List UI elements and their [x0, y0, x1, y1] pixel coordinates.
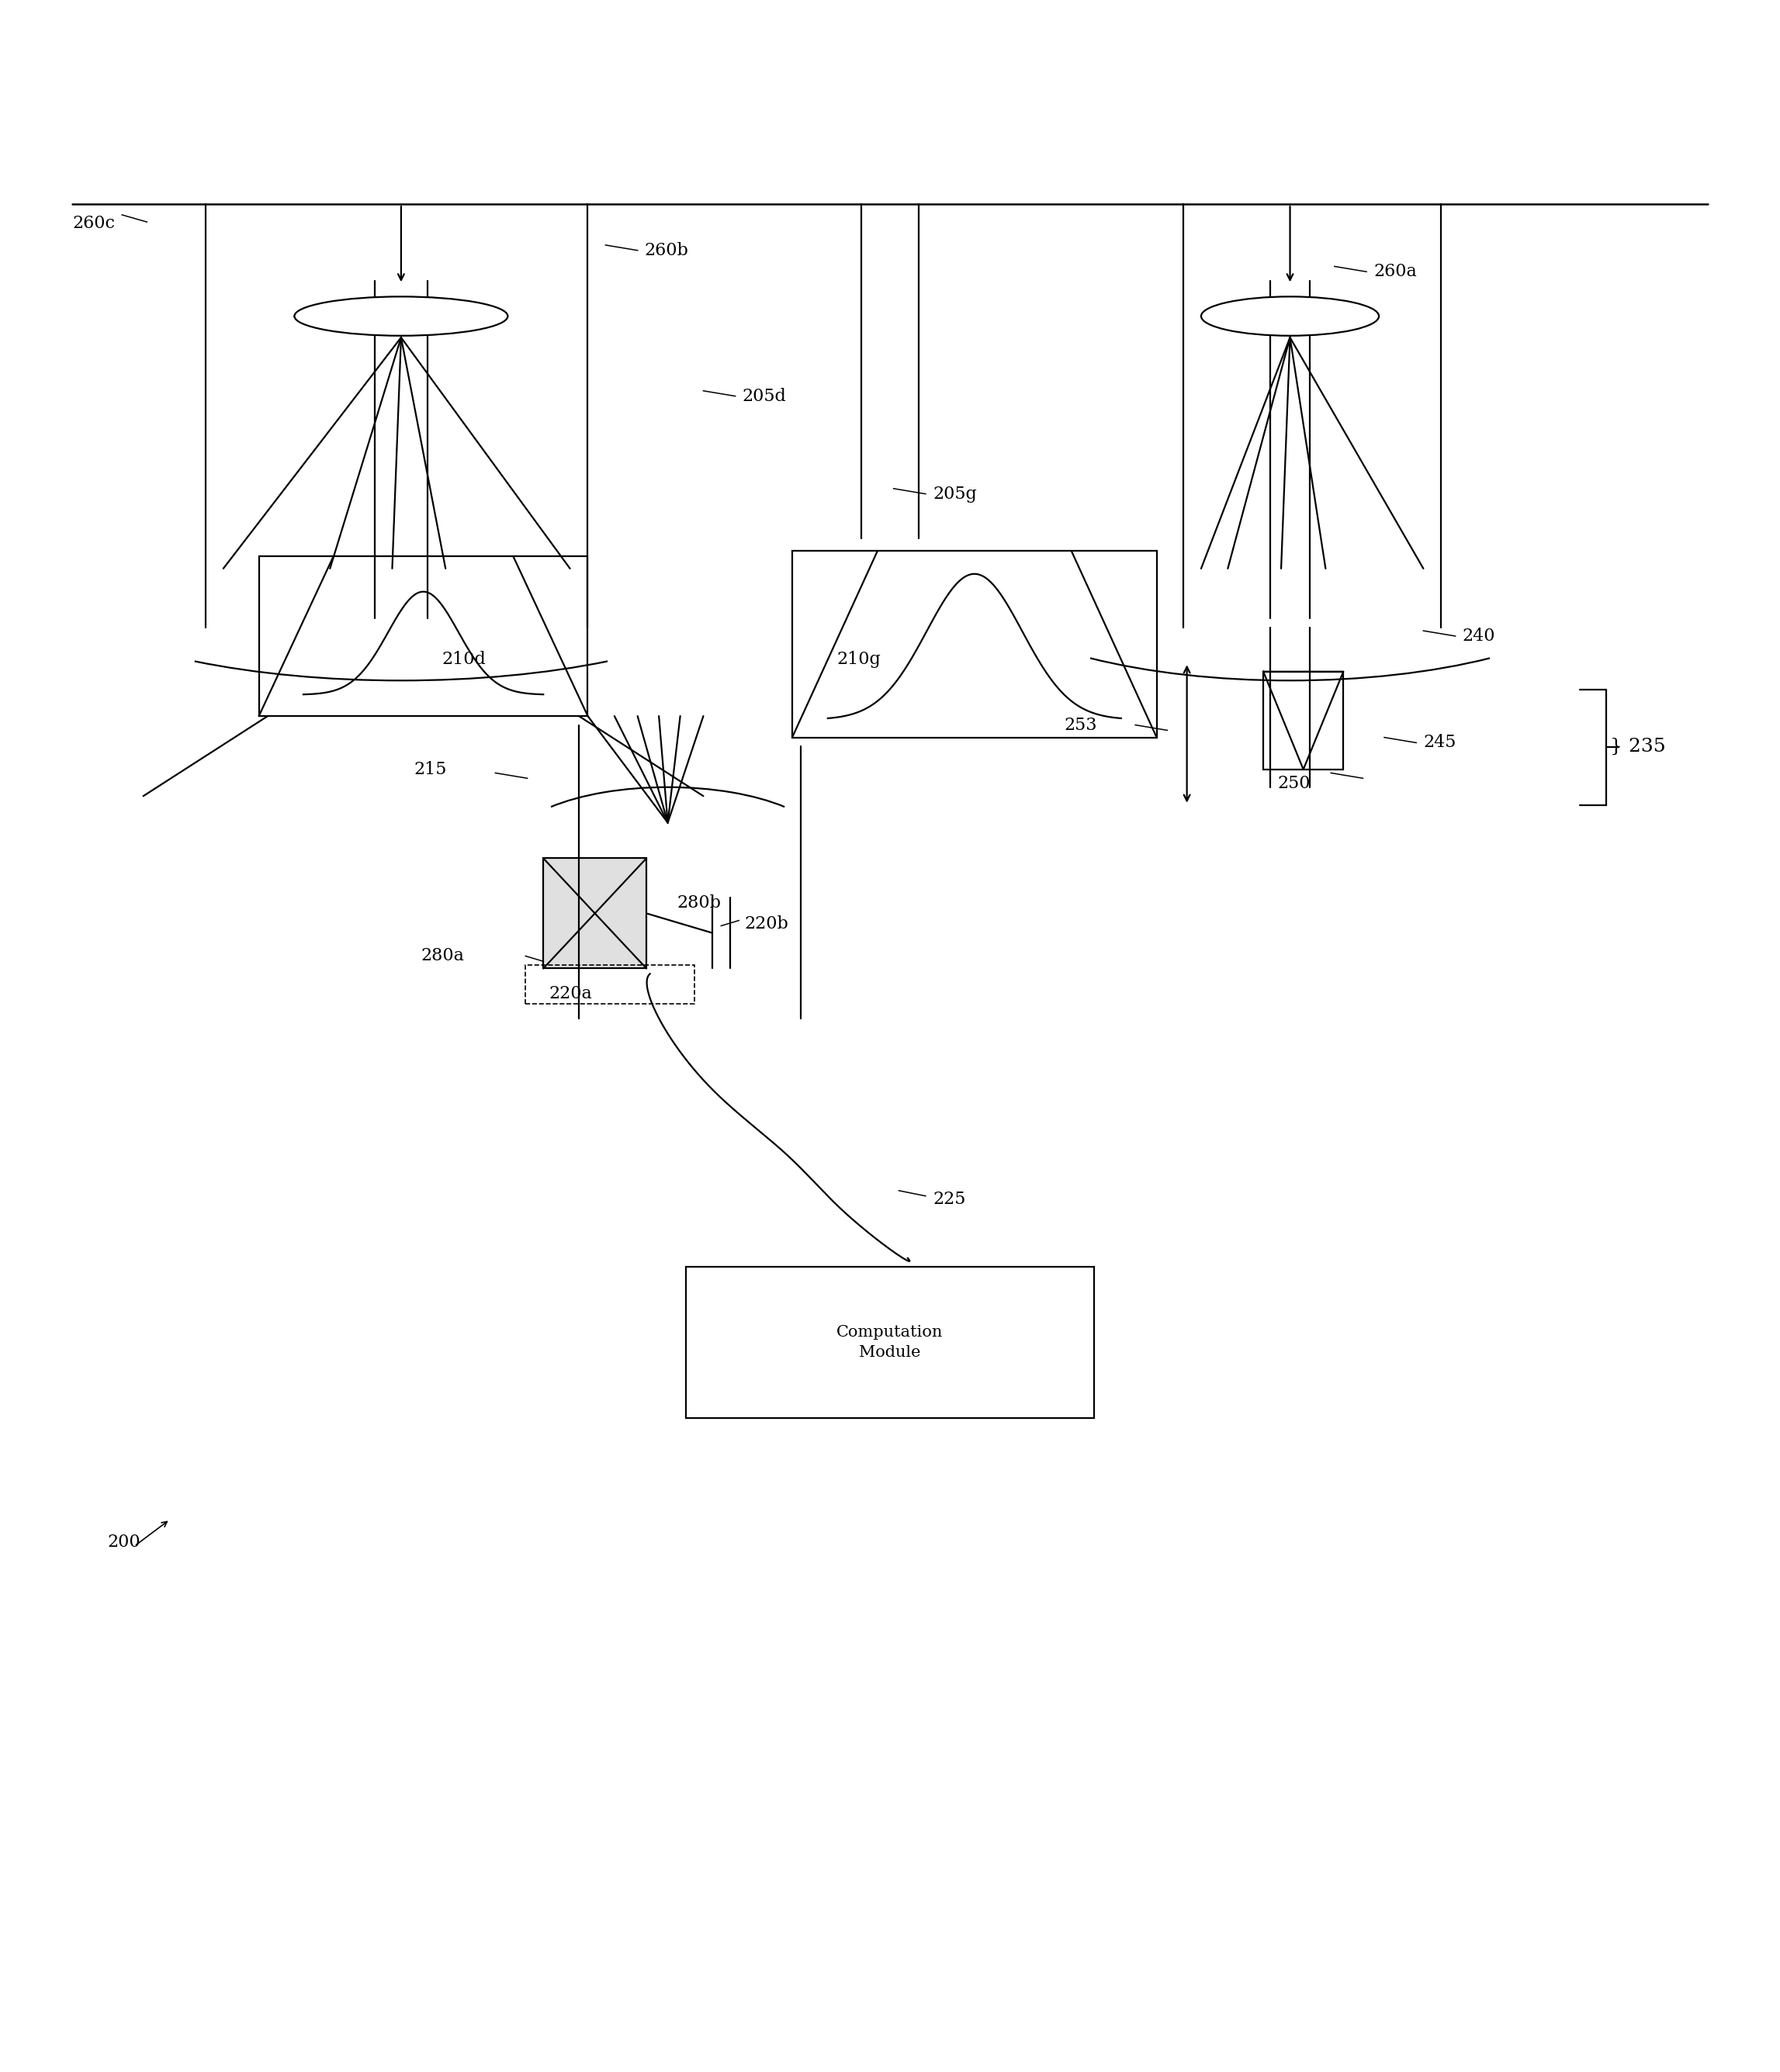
Bar	[685, 1268, 1095, 1417]
Text: Computation
Module: Computation Module	[837, 1324, 943, 1359]
Text: 205d: 205d	[742, 387, 787, 404]
Text: 200: 200	[109, 1533, 141, 1552]
Text: } 235: } 235	[1611, 738, 1666, 754]
Text: 260a: 260a	[1374, 263, 1417, 280]
Text: 210d: 210d	[441, 651, 486, 667]
Bar	[258, 555, 587, 717]
Text: 260c: 260c	[73, 215, 116, 232]
Text: 245: 245	[1424, 733, 1456, 752]
Text: 280b: 280b	[676, 895, 721, 912]
Text: 253: 253	[1064, 717, 1096, 733]
Bar	[525, 966, 694, 1005]
Text: 220a: 220a	[548, 984, 593, 1003]
Bar	[543, 858, 646, 968]
Text: 225: 225	[933, 1191, 965, 1208]
Text: 240: 240	[1463, 628, 1495, 644]
Bar	[1264, 671, 1344, 769]
Bar	[792, 551, 1157, 738]
Text: 250: 250	[1278, 775, 1310, 792]
Text: 220b: 220b	[744, 916, 789, 932]
Text: 260b: 260b	[644, 242, 689, 259]
Ellipse shape	[1202, 296, 1379, 336]
Text: 215: 215	[413, 760, 447, 777]
Text: 210g: 210g	[837, 651, 881, 667]
Text: 280a: 280a	[420, 947, 465, 966]
Ellipse shape	[294, 296, 507, 336]
Text: 205g: 205g	[933, 485, 977, 501]
